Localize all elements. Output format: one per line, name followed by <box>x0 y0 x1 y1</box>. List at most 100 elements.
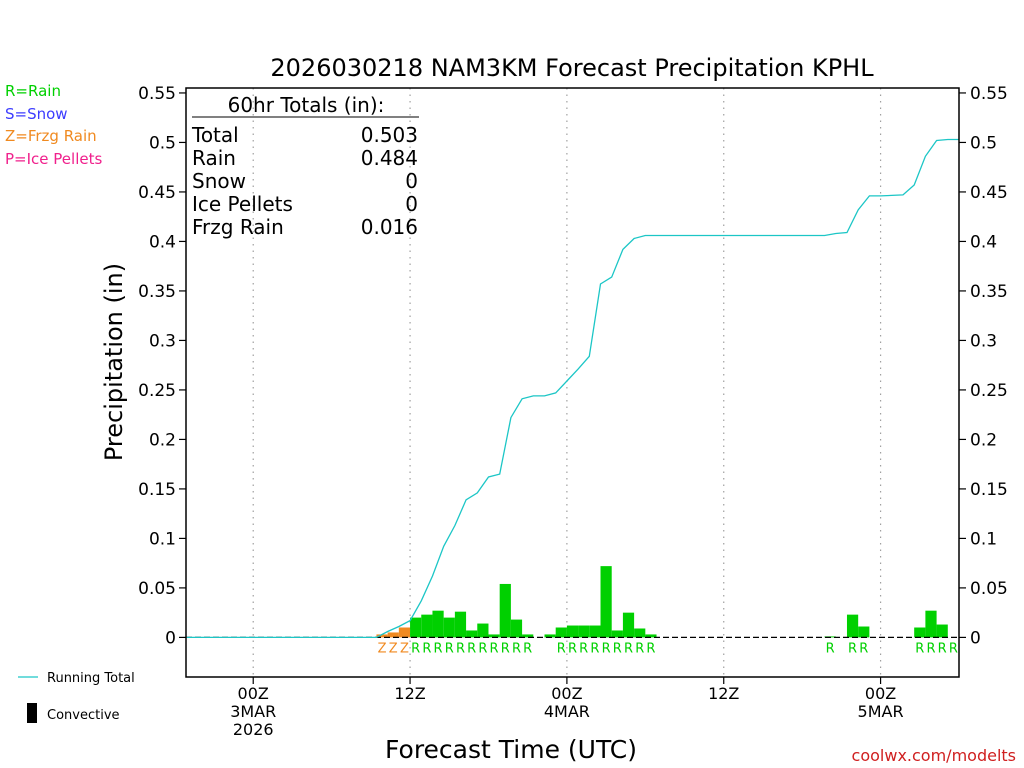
y-tick-label-left-11: 0 <box>165 628 176 648</box>
type-marker-6: R <box>445 641 454 656</box>
bar-23 <box>645 634 657 638</box>
x-tick-label-3-0: 12Z <box>708 684 739 703</box>
type-marker-22: R <box>646 641 655 656</box>
type-marker-3: R <box>411 641 420 656</box>
type-marker-9: R <box>478 641 487 656</box>
totals-label-snow: Snow <box>192 169 246 193</box>
type-marker-15: R <box>568 641 577 656</box>
y-tick-label-left-6: 0.25 <box>138 381 176 401</box>
bar-12 <box>510 619 523 638</box>
type-marker-19: R <box>613 641 622 656</box>
y-tick-label-left-2: 0.45 <box>138 183 176 203</box>
bar-6 <box>443 617 455 638</box>
type-marker-26: R <box>915 641 924 656</box>
bar-17 <box>578 625 590 638</box>
type-marker-16: R <box>579 641 588 656</box>
y-tick-label-right-9: 0.1 <box>970 529 997 549</box>
y-tick-label-right-0: 0.55 <box>970 84 1008 104</box>
bar-series <box>376 566 948 638</box>
y-tick-label-left-4: 0.35 <box>138 282 176 302</box>
type-marker-0: Z <box>378 641 387 656</box>
type-marker-5: R <box>434 641 443 656</box>
y-tick-label-left-10: 0.05 <box>138 579 176 599</box>
y-axes: 0.55 0.55 0.5 0.5 0.45 0.45 0.4 0.4 0.35 0.35 0.3 0… <box>138 84 1008 648</box>
totals-value-ice-pellets: 0 <box>405 192 418 216</box>
chart-title: 2026030218 NAM3KM Forecast Precipitation… <box>270 54 874 82</box>
type-marker-12: R <box>512 641 521 656</box>
x-tick-label-0-2: 2026 <box>233 720 274 739</box>
bar-7 <box>454 611 467 638</box>
type-marker-4: R <box>422 641 431 656</box>
legend-rain: R=Rain <box>5 82 61 100</box>
plot-frame <box>185 87 960 678</box>
y-tick-label-left-7: 0.2 <box>149 430 176 450</box>
bar-22 <box>634 628 646 638</box>
bar-10 <box>488 634 500 638</box>
bar-26 <box>858 626 870 638</box>
bar-13 <box>522 634 534 638</box>
bar-11 <box>499 583 511 638</box>
bar-27 <box>914 627 926 638</box>
grid-lines <box>252 88 882 677</box>
convective-legend-swatch <box>27 703 37 723</box>
totals-label-total: Total <box>191 123 239 147</box>
bar-4 <box>421 614 433 638</box>
y-tick-label-left-5: 0.3 <box>149 331 176 351</box>
type-marker-10: R <box>490 641 499 656</box>
y-tick-label-right-1: 0.5 <box>970 133 997 153</box>
bar-9 <box>477 623 489 638</box>
y-tick-label-right-6: 0.25 <box>970 381 1008 401</box>
type-marker-23: R <box>826 641 835 656</box>
bar-2 <box>398 627 411 638</box>
totals-value-total: 0.503 <box>361 123 418 147</box>
x-tick-label-1-0: 12Z <box>394 684 425 703</box>
type-marker-14: R <box>557 641 566 656</box>
source-credit: coolwx.com/modelts <box>852 746 1016 765</box>
totals-value-frzg-rain: 0.016 <box>361 215 418 239</box>
y-tick-label-left-9: 0.1 <box>149 529 176 549</box>
bar-14 <box>544 634 556 638</box>
x-tick-label-2-1: 4MAR <box>544 702 590 721</box>
bar-21 <box>622 612 635 638</box>
type-marker-7: R <box>456 641 465 656</box>
y-tick-label-right-4: 0.35 <box>970 282 1008 302</box>
type-marker-21: R <box>635 641 644 656</box>
type-marker-18: R <box>602 641 611 656</box>
type-marker-13: R <box>523 641 532 656</box>
x-tick-label-0-1: 3MAR <box>230 702 276 721</box>
y-tick-label-left-0: 0.55 <box>138 84 176 104</box>
bar-25 <box>846 614 859 638</box>
y-tick-label-right-2: 0.45 <box>970 183 1008 203</box>
y-tick-label-right-3: 0.4 <box>970 232 997 252</box>
y-tick-label-right-11: 0 <box>970 628 981 648</box>
convective-legend-label: Convective <box>47 708 120 723</box>
bar-0 <box>376 634 388 638</box>
type-marker-11: R <box>501 641 510 656</box>
x-tick-label-0-0: 00Z <box>238 684 269 703</box>
type-marker-28: R <box>938 641 947 656</box>
totals-label-ice-pellets: Ice Pellets <box>192 192 293 216</box>
legend-ice-pellets: P=Ice Pellets <box>5 150 102 168</box>
y-tick-label-left-3: 0.4 <box>149 232 176 252</box>
x-tick-label-4-1: 5MAR <box>858 702 904 721</box>
x-axis-label: Forecast Time (UTC) <box>385 735 637 764</box>
type-marker-24: R <box>848 641 857 656</box>
type-marker-17: R <box>590 641 599 656</box>
y-tick-label-right-8: 0.15 <box>970 480 1008 500</box>
running-total-legend-label: Running Total <box>47 671 135 686</box>
x-tick-label-2-0: 00Z <box>551 684 582 703</box>
running-total-line <box>186 138 959 639</box>
bar-8 <box>466 630 478 638</box>
totals-label-rain: Rain <box>192 146 236 170</box>
type-marker-2: Z <box>400 641 409 656</box>
y-tick-label-left-8: 0.15 <box>138 480 176 500</box>
legend-frzg-rain: Z=Frzg Rain <box>5 127 97 145</box>
type-marker-25: R <box>859 641 868 656</box>
bar-15 <box>555 627 567 638</box>
bar-16 <box>566 625 579 638</box>
type-marker-27: R <box>926 641 935 656</box>
totals-value-snow: 0 <box>405 169 418 193</box>
bar-3 <box>410 617 422 638</box>
